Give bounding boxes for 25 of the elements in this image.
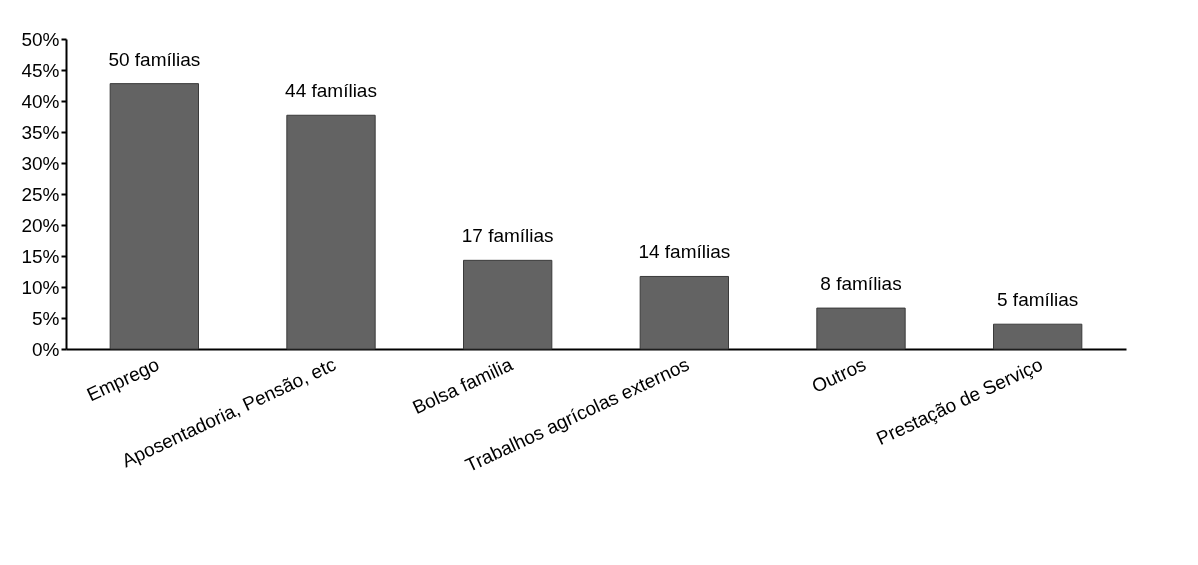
y-tick-label: 15% bbox=[21, 245, 60, 267]
bar bbox=[109, 83, 199, 350]
y-tick-label: 25% bbox=[21, 183, 60, 205]
y-tick-label: 40% bbox=[21, 90, 60, 112]
bar bbox=[463, 259, 553, 350]
y-tick-label: 30% bbox=[21, 152, 60, 174]
annotation: 44 famílias bbox=[285, 80, 377, 102]
annotation: 50 famílias bbox=[108, 48, 201, 70]
annotation: 17 famílias bbox=[461, 225, 554, 247]
y-tick-label: 45% bbox=[21, 59, 60, 81]
y-tick-label: 35% bbox=[21, 121, 60, 143]
bar bbox=[286, 114, 376, 350]
y-tick-label: 20% bbox=[21, 214, 60, 236]
y-tick-label: 5% bbox=[32, 307, 60, 329]
bar bbox=[816, 307, 906, 350]
annotation: 14 famílias bbox=[638, 241, 731, 263]
bar bbox=[639, 275, 729, 350]
annotation: 5 famílias bbox=[997, 289, 1079, 311]
bar bbox=[993, 323, 1083, 350]
y-tick-label: 0% bbox=[32, 338, 60, 360]
annotation: 8 famílias bbox=[820, 273, 902, 295]
y-tick-label: 50% bbox=[21, 28, 60, 50]
x-tick-label: Bolsa familia bbox=[409, 353, 517, 419]
x-tick-label: Outros bbox=[808, 353, 870, 397]
y-tick-label: 10% bbox=[21, 276, 60, 298]
